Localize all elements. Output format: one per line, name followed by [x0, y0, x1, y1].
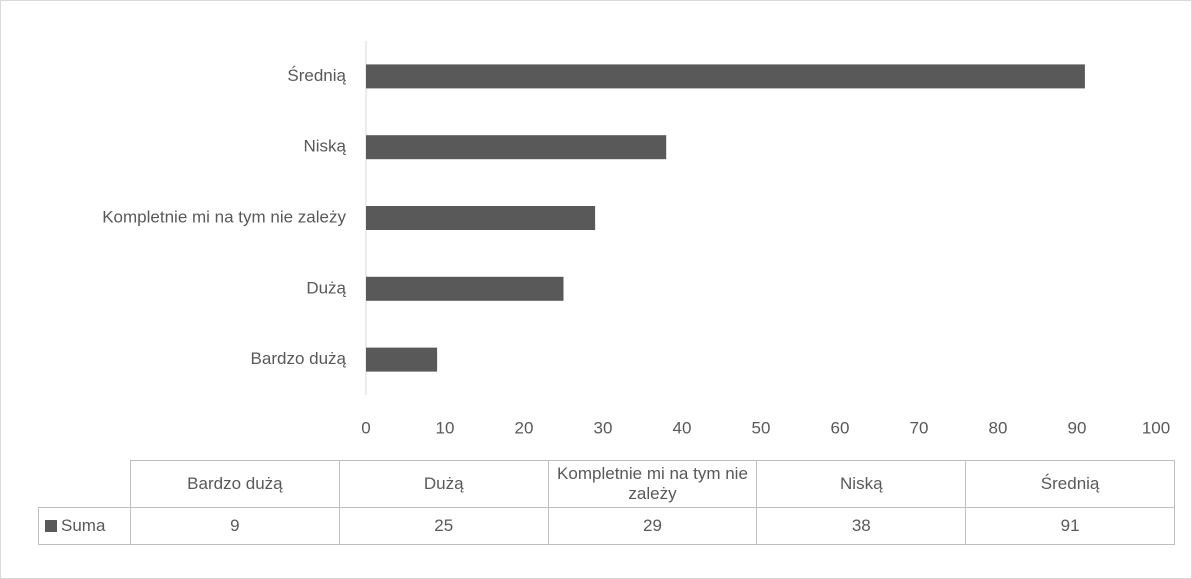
y-tick-label: Średnią: [287, 66, 346, 85]
table-category: Kompletnie mi na tym nie zależy: [547, 460, 758, 508]
bar: [366, 135, 667, 160]
legend-swatch: [45, 520, 57, 532]
table-corner: [38, 460, 131, 508]
bar: [366, 206, 596, 230]
y-tick-label: Bardzo dużą: [251, 349, 347, 368]
x-tick-label: 20: [515, 418, 534, 437]
bar: [366, 276, 564, 301]
y-tick-label: Dużą: [306, 278, 346, 297]
x-tick-label: 50: [752, 418, 771, 437]
x-tick-label: 0: [361, 418, 370, 437]
x-tick-label: 30: [594, 418, 613, 437]
x-tick-label: 60: [831, 418, 850, 437]
table-category: Niską: [756, 460, 967, 508]
x-tick-label: 40: [673, 418, 692, 437]
table-value: 9: [130, 507, 340, 545]
table-value: 38: [756, 507, 967, 545]
table-value: 25: [338, 507, 549, 545]
legend-cell: Suma: [38, 507, 131, 545]
table-header-row: Bardzo dużą Dużą Kompletnie mi na tym nie …: [38, 460, 1175, 508]
legend-label: Suma: [61, 516, 106, 535]
x-tick-label: 90: [1068, 418, 1087, 437]
x-tick-label: 10: [436, 418, 455, 437]
table-value: 91: [965, 507, 1175, 545]
table-value-row: Suma 9 25 29 38 91: [38, 507, 1175, 545]
y-tick-label: Niską: [303, 137, 346, 156]
table-category: Średnią: [965, 460, 1175, 508]
x-tick-label: 70: [910, 418, 929, 437]
x-tick-label: 100: [1142, 418, 1170, 437]
table-category: Bardzo dużą: [130, 460, 340, 508]
table-value: 29: [547, 507, 758, 545]
bar: [366, 347, 438, 372]
y-tick-label: Kompletnie mi na tym nie zależy: [102, 207, 346, 226]
x-tick-label: 80: [989, 418, 1008, 437]
bar: [366, 64, 1085, 89]
data-table: Bardzo dużą Dużą Kompletnie mi na tym nie …: [38, 460, 1175, 545]
table-category: Dużą: [338, 460, 549, 508]
